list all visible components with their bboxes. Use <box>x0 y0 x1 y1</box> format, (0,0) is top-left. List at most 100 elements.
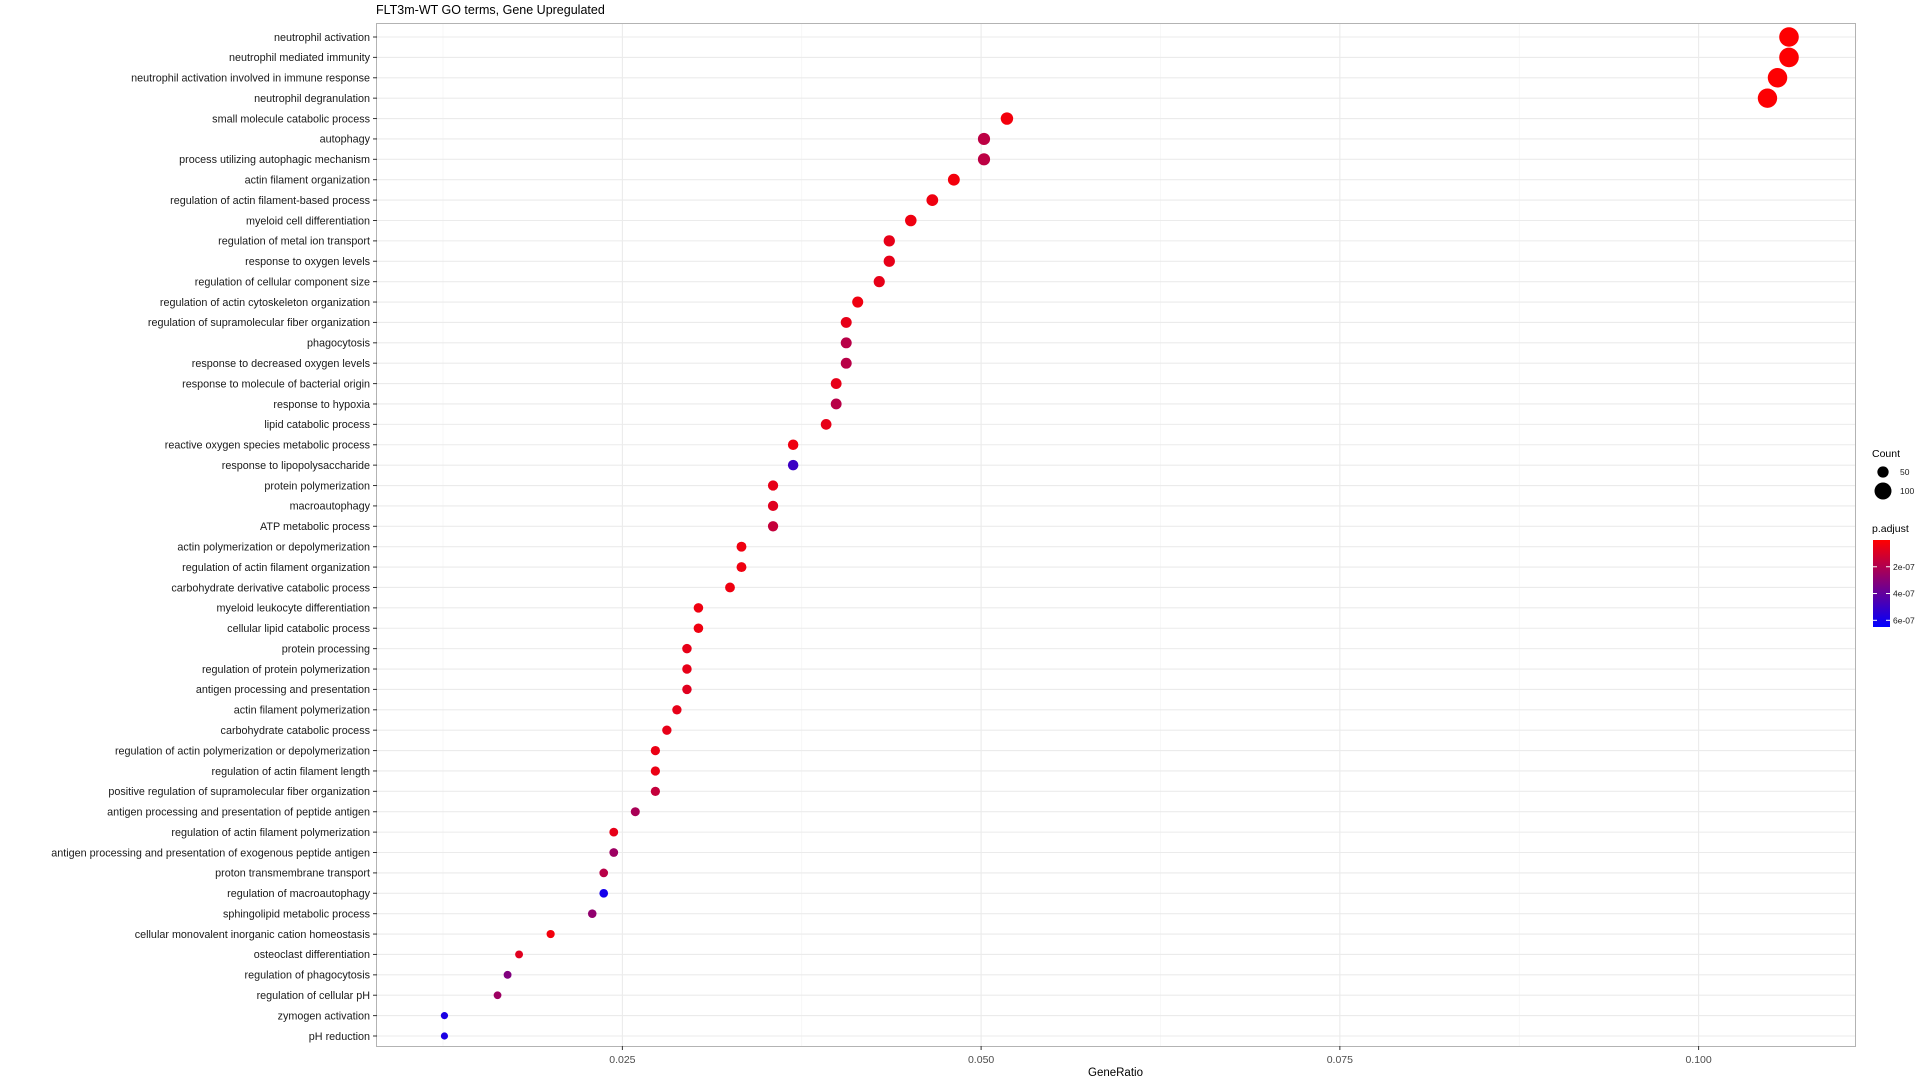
category-label: regulation of phagocytosis <box>245 970 371 982</box>
category-label: regulation of actin filament organizatio… <box>182 562 370 574</box>
size-legend-label: 100 <box>1900 486 1914 496</box>
category-label: cellular monovalent inorganic cation hom… <box>135 929 371 941</box>
data-point <box>515 950 524 959</box>
data-point <box>1757 88 1778 108</box>
category-label: proton transmembrane transport <box>215 868 370 880</box>
size-legend-title: Count <box>1872 448 1900 460</box>
data-point <box>503 970 512 979</box>
x-tick-label: 0.050 <box>968 1054 994 1066</box>
data-point <box>873 276 885 288</box>
data-point <box>767 480 779 491</box>
size-legend-label: 50 <box>1900 467 1910 477</box>
data-point <box>440 1012 449 1020</box>
data-point <box>830 398 842 410</box>
data-point <box>1000 112 1014 125</box>
category-label: pH reduction <box>309 1031 370 1043</box>
category-label: response to hypoxia <box>273 399 370 411</box>
data-point <box>546 929 555 939</box>
category-label: neutrophil activation <box>274 32 370 44</box>
data-point <box>1779 47 1799 68</box>
data-point <box>947 173 960 186</box>
data-point <box>609 848 619 857</box>
category-label: actin filament polymerization <box>234 705 370 717</box>
data-point <box>840 316 852 328</box>
data-point <box>599 888 609 898</box>
x-axis-title: GeneRatio <box>1088 1067 1143 1079</box>
data-point <box>672 705 682 715</box>
category-label: sphingolipid metabolic process <box>223 908 371 920</box>
data-point <box>820 419 832 430</box>
category-label: zymogen activation <box>278 1010 370 1022</box>
data-point <box>693 623 704 634</box>
data-point <box>767 500 779 512</box>
category-label: regulation of supramolecular fiber organ… <box>148 317 370 329</box>
category-label: antigen processing and presentation of e… <box>51 847 370 859</box>
category-label: ATP metabolic process <box>260 521 371 533</box>
category-label: response to lipopolysaccharide <box>222 460 370 472</box>
category-label: carbohydrate catabolic process <box>221 725 371 737</box>
data-point <box>977 132 991 146</box>
color-legend: p.adjust 2e-07 4e-07 6e-07 <box>1872 523 1915 627</box>
category-label: neutrophil activation involved in immune… <box>131 73 370 85</box>
data-point <box>682 664 692 674</box>
x-tick-label: 0.025 <box>609 1054 635 1066</box>
category-label: regulation of metal ion transport <box>218 236 370 248</box>
category-label: actin filament organization <box>245 175 370 187</box>
category-label: autophagy <box>320 134 371 146</box>
category-label: protein processing <box>282 643 370 655</box>
size-legend-dot <box>1874 482 1892 500</box>
category-label: antigen processing and presentation of p… <box>107 807 370 819</box>
category-label: carbohydrate derivative catabolic proces… <box>171 582 370 594</box>
category-label: regulation of actin filament-based proce… <box>170 195 370 207</box>
data-point <box>682 684 692 695</box>
category-label: myeloid leukocyte differentiation <box>217 603 370 615</box>
category-label: response to oxygen levels <box>245 256 370 268</box>
data-point <box>883 235 895 247</box>
category-label: regulation of cellular component size <box>195 276 370 288</box>
colorbar <box>1873 540 1890 627</box>
size-legend-dot <box>1877 466 1889 478</box>
data-point <box>736 541 747 552</box>
category-label: regulation of macroautophagy <box>227 888 370 900</box>
x-tick-label: 0.075 <box>1327 1054 1353 1066</box>
category-label: actin polymerization or depolymerization <box>177 541 370 553</box>
data-point <box>650 786 661 796</box>
data-point <box>736 562 747 573</box>
category-label: myeloid cell differentiation <box>246 215 370 227</box>
category-label: regulation of actin cytoskeleton organiz… <box>160 297 370 309</box>
category-label: phagocytosis <box>307 338 371 350</box>
gridlines <box>377 24 1855 1046</box>
category-label: reactive oxygen species metabolic proces… <box>165 440 371 452</box>
x-tick-label: 0.100 <box>1685 1054 1711 1066</box>
category-label: regulation of cellular pH <box>257 990 370 1002</box>
data-point <box>493 991 502 1000</box>
data-point <box>599 868 609 878</box>
size-legend: Count 50 100 <box>1872 448 1914 500</box>
category-label: macroautophagy <box>290 501 371 513</box>
data-point <box>609 827 619 837</box>
category-label: response to molecule of bacterial origin <box>182 378 370 390</box>
data-point <box>650 745 661 756</box>
axis-ticks: 0.025 0.050 0.075 0.100 <box>373 36 1712 1066</box>
data-point <box>840 337 852 349</box>
data-point <box>787 459 799 471</box>
data-points <box>440 27 1799 1040</box>
category-label: protein polymerization <box>264 480 370 492</box>
colorbar-label: 2e-07 <box>1893 562 1915 572</box>
category-label: regulation of protein polymerization <box>202 664 370 676</box>
category-label: neutrophil degranulation <box>254 93 370 105</box>
color-legend-title: p.adjust <box>1872 523 1909 535</box>
colorbar-label: 4e-07 <box>1893 589 1915 599</box>
data-point <box>440 1032 449 1040</box>
data-point <box>682 643 692 654</box>
category-label: cellular lipid catabolic process <box>227 623 370 635</box>
data-point <box>977 153 991 166</box>
category-label: positive regulation of supramolecular fi… <box>108 786 370 798</box>
data-point <box>883 255 895 267</box>
data-point <box>905 214 917 227</box>
data-point <box>1779 27 1799 47</box>
category-label: lipid catabolic process <box>264 419 370 431</box>
data-point <box>840 357 852 369</box>
category-label: antigen processing and presentation <box>196 684 370 696</box>
